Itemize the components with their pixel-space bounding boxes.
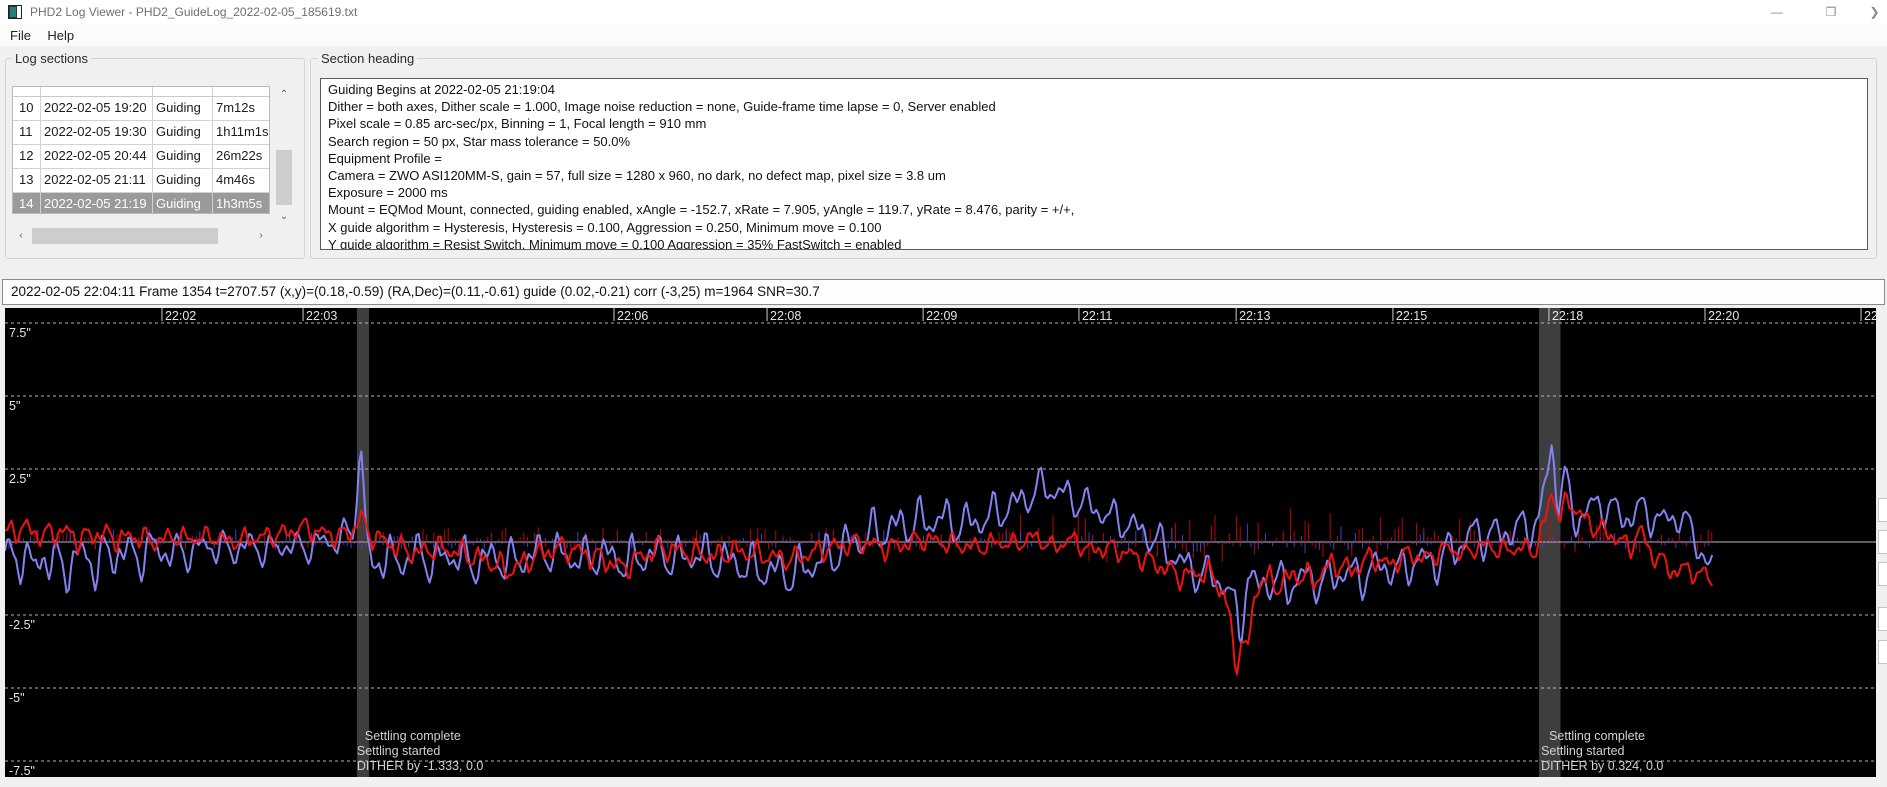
dither-annotation: Settling complete [1549,729,1645,743]
vscroll-thumb[interactable] [276,150,292,205]
log-text-line: Mount = EQMod Mount, connected, guiding … [328,202,1075,218]
scroll-right-icon[interactable]: › [252,227,270,244]
y-tick-label: -5" [9,691,25,705]
scroll-up-icon[interactable]: ⌃ [275,86,293,103]
table-cell: 12 [13,145,41,168]
table-cell: 14 [13,193,41,213]
table-cell: Guiding [153,121,213,144]
y-tick-label: 7.5" [9,326,31,340]
menu-file[interactable]: File [10,28,31,43]
table-cell: Guiding [153,193,213,213]
log-text-line: X guide algorithm = Hysteresis, Hysteres… [328,219,882,235]
x-tick-label: 22:11 [1082,309,1112,323]
x-tick-label: 22:08 [770,309,801,323]
log-section-row[interactable]: 12 2022-02-05 20:44 Guiding 26m22s [13,145,269,169]
log-text-line: Equipment Profile = [328,150,442,166]
x-tick-label: 22:18 [1552,309,1583,323]
table-header-row [13,87,269,97]
right-edge-widget [1878,562,1887,586]
dither-annotation: Settling complete [365,729,461,743]
table-cell: 11 [13,121,41,144]
minimize-button[interactable]: — [1771,5,1783,19]
table-cell: Guiding [153,169,213,192]
x-tick-label: 22:13 [1239,309,1270,323]
table-cell: 7m12s [216,100,256,115]
log-text-line: Search region = 50 px, Star mass toleran… [328,133,631,149]
log-text-line: Y guide algorithm = Resist Switch, Minim… [328,236,902,250]
table-cell: 1h3m5s [216,196,263,211]
dec-line [4,444,1714,645]
table-cell: 4m46s [216,172,256,187]
table-cell: 10 [13,97,41,120]
table-cell: Guiding [153,145,213,168]
guide-chart-svg[interactable]: 7.5" 5" 2.5" -2.5" -5" -7.5" 22:02 22:03 22:06 22… [4,308,1887,778]
log-section-row[interactable]: 13 2022-02-05 21:11 Guiding 4m46s [13,169,269,193]
guide-chart[interactable]: 7.5" 5" 2.5" -2.5" -5" -7.5" 22:02 22:03 22:06 22… [4,308,1887,778]
log-text-line: Guiding Begins at 2022-02-05 21:19:04 [328,82,555,97]
restore-button[interactable]: ❐ [1825,5,1837,19]
table-cell: 2022-02-05 19:20 [41,97,153,120]
y-tick-label: 5" [9,399,20,413]
x-tick-label: 22:03 [306,309,337,323]
close-button-partial[interactable]: ❯ [1869,5,1880,19]
table-cell: 2022-02-05 19:30 [41,121,153,144]
hscroll-thumb[interactable] [32,228,218,244]
bottom-margin [0,777,1887,787]
table-horizontal-scrollbar[interactable]: ‹ › [12,227,270,245]
x-tick-label: 22:06 [617,309,648,323]
right-edge-widget [1878,607,1887,631]
y-tick-label: 2.5" [9,472,31,486]
ra-line [4,491,1714,676]
log-text-line: Exposure = 2000 ms [328,185,448,201]
table-cell: 26m22s [216,148,263,163]
chart-right-margin [1876,308,1887,777]
log-sections-label: Log sections [12,51,91,66]
y-tick-label: -2.5" [9,618,35,632]
title-bar: PHD2 Log Viewer - PHD2_GuideLog_2022-02-… [0,0,1887,24]
log-section-row[interactable]: 10 2022-02-05 19:20 Guiding 7m12s [13,97,269,121]
menu-help[interactable]: Help [47,28,75,43]
window-title: PHD2 Log Viewer - PHD2_GuideLog_2022-02-… [30,5,358,19]
table-cell: 1h11m1s [216,124,269,139]
menu-bar: File Help [0,24,1887,46]
table-vertical-scrollbar[interactable]: ⌃ ⌄ [275,86,293,225]
y-tick-label: -7.5" [9,764,35,777]
right-edge-widget [1878,640,1887,664]
section-heading-text[interactable]: Guiding Begins at 2022-02-05 21:19:04 Dit… [320,78,1868,250]
log-text-line: Pixel scale = 0.85 arc-sec/px, Binning =… [328,116,707,132]
table-cell: 13 [13,169,41,192]
x-tick-label: 22:20 [1708,309,1739,323]
log-sections-groupbox [5,58,305,259]
x-tick-label: 22:09 [926,309,957,323]
scroll-left-icon[interactable]: ‹ [12,227,30,244]
x-tick-label: 22:02 [165,309,196,323]
dither-annotation: Settling started [357,744,440,758]
log-section-row[interactable]: 11 2022-02-05 19:30 Guiding 1h11m1s [13,121,269,145]
table-cell: 2022-02-05 21:11 [41,169,153,192]
status-text: 2022-02-05 22:04:11 Frame 1354 t=2707.57… [11,284,820,299]
status-bar: 2022-02-05 22:04:11 Frame 1354 t=2707.57… [2,279,1885,305]
log-text-line: Camera = ZWO ASI120MM-S, gain = 57, full… [328,168,946,184]
dither-annotation: DITHER by 0.324, 0.0 [1541,759,1663,773]
app-icon [8,5,22,19]
log-section-row[interactable]: 14 2022-02-05 21:19 Guiding 1h3m5s [13,193,269,213]
table-cell: 2022-02-05 21:19 [41,193,153,213]
log-sections-table[interactable]: 10 2022-02-05 19:20 Guiding 7m12s 11 2022-02-… [12,86,270,214]
log-text-line: Dither = both axes, Dither scale = 1.000… [328,99,996,115]
x-tick-label: 22:22 [1864,309,1876,323]
dither-annotation: Settling started [1541,744,1624,758]
x-tick-label: 22:15 [1396,309,1427,323]
right-edge-widget [1878,498,1887,522]
table-cell: Guiding [153,97,213,120]
table-cell: 2022-02-05 20:44 [41,145,153,168]
right-edge-widget [1878,530,1887,554]
section-heading-groupbox [310,58,1877,259]
scroll-down-icon[interactable]: ⌄ [275,208,293,225]
chart-left-margin [0,308,5,777]
dither-annotation: DITHER by -1.333, 0.0 [357,759,483,773]
section-heading-label: Section heading [318,51,418,66]
